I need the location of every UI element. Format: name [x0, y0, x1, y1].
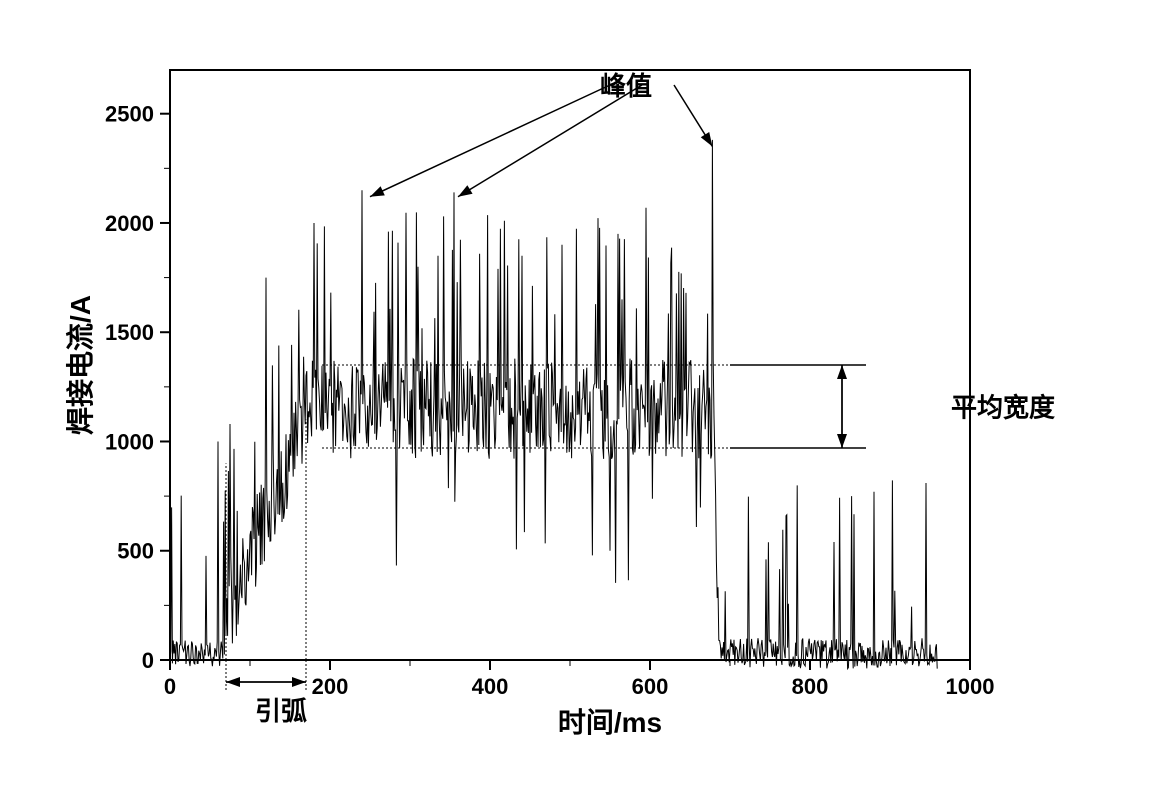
peak-arrow-1-head — [458, 185, 473, 197]
peak-arrow-0 — [370, 85, 610, 197]
x-axis-label: 时间/ms — [558, 707, 662, 738]
x-tick-label: 0 — [164, 674, 176, 699]
x-tick-label: 400 — [472, 674, 509, 699]
welding-current-chart: 0 200 400 600 800 1000 时间/ms 0 500 1000 1500 2000 25… — [40, 40, 1110, 760]
y-tick-label: 1500 — [105, 320, 154, 345]
chart-container: 0 200 400 600 800 1000 时间/ms 0 500 1000 1500 2000 25… — [40, 40, 1110, 760]
peak-arrow-1 — [458, 85, 642, 197]
avg-width-label: 平均宽度 — [951, 393, 1055, 423]
x-tick-label: 800 — [792, 674, 829, 699]
y-tick-label: 2000 — [105, 211, 154, 236]
peak-arrow-2-head — [701, 132, 713, 147]
current-signal — [170, 140, 937, 669]
y-tick-label: 500 — [117, 539, 154, 564]
y-tick-label: 0 — [142, 648, 154, 673]
arc-label: 引弧 — [255, 696, 307, 726]
x-tick-label: 600 — [632, 674, 669, 699]
x-tick-label: 1000 — [946, 674, 995, 699]
y-axis-label: 焊接电流/A — [65, 295, 96, 435]
x-tick-label: 200 — [312, 674, 349, 699]
peak-arrow-0-head — [370, 186, 385, 196]
y-tick-label: 1000 — [105, 429, 154, 454]
y-tick-label: 2500 — [105, 102, 154, 127]
